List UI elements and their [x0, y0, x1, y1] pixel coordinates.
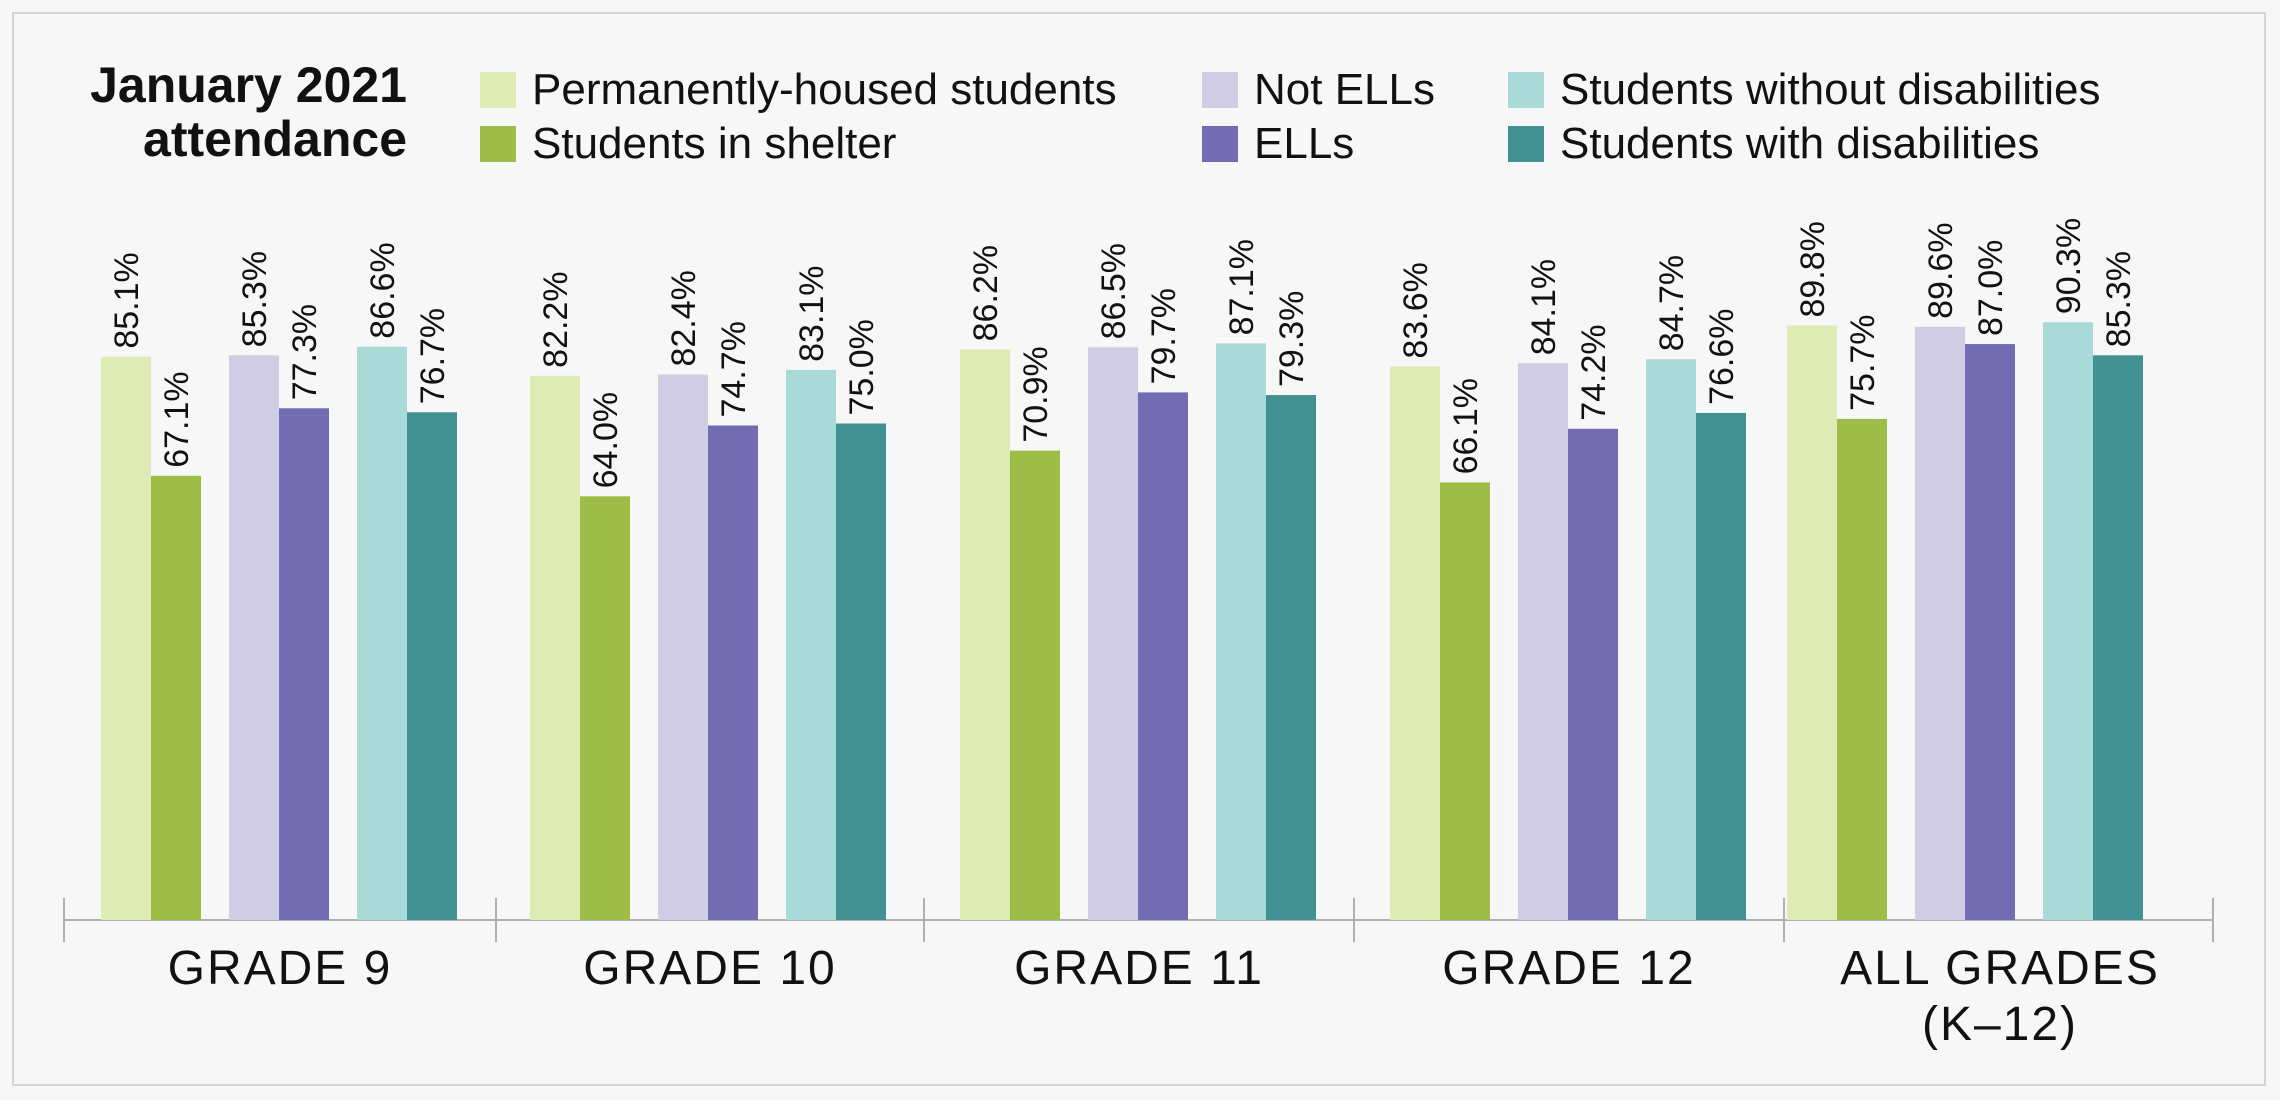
bar-students-in-shelter-grade-11 [1010, 450, 1060, 920]
bar-value-label: 79.3% [1273, 291, 1311, 387]
legend-swatch-students-with-disabilities [1508, 126, 1544, 162]
bar-value-label: 76.7% [414, 308, 452, 404]
bar-students-with-disabilities-all-grades-k-12 [2093, 355, 2143, 921]
category-label-all-grades-k-12: (K–12) [1922, 998, 2078, 1051]
legend-swatch-permanently-housed [480, 72, 516, 108]
bar-permanently-housed-students-grade-9 [101, 356, 151, 920]
bar-students-without-disabilities-grade-10 [786, 369, 836, 920]
bar-value-label: 82.2% [537, 271, 575, 367]
legend-swatch-students-without-disabilities [1508, 72, 1544, 108]
bar-value-label: 75.0% [843, 319, 881, 415]
bar-students-with-disabilities-grade-9 [407, 412, 457, 920]
bar-value-label: 83.1% [793, 265, 831, 361]
bar-value-label: 67.1% [158, 371, 196, 467]
bar-value-label: 85.1% [108, 252, 146, 348]
bar-value-label: 85.3% [2100, 251, 2138, 347]
bar-value-label: 85.3% [236, 251, 274, 347]
bar-value-label: 74.2% [1575, 324, 1613, 420]
bar-value-label: 86.2% [967, 245, 1005, 341]
bar-value-label: 70.9% [1017, 346, 1055, 442]
legend-item-permanently-housed: Permanently-housed students [480, 65, 1117, 114]
legend-swatch-not-ells [1202, 72, 1238, 108]
category-label-grade-9: GRADE 9 [168, 942, 393, 995]
bar-permanently-housed-students-grade-12 [1390, 366, 1440, 920]
bar-permanently-housed-students-grade-10 [530, 375, 580, 920]
bar-ells-grade-9 [279, 408, 329, 920]
legend-item-ells: ELLs [1202, 119, 1355, 168]
legend-label-students-with-disabilities: Students with disabilities [1560, 119, 2040, 168]
legend-label-not-ells: Not ELLs [1254, 65, 1435, 114]
bar-value-label: 79.7% [1145, 288, 1183, 384]
bar-ells-all-grades-k-12 [1965, 344, 2015, 920]
chart-title-line-2: attendance [143, 111, 407, 167]
category-label-all-grades-k-12: ALL GRADES [1840, 942, 2160, 995]
legend-label-students-without-disabilities: Students without disabilities [1560, 65, 2101, 114]
category-label-grade-11: GRADE 11 [1014, 942, 1264, 995]
chart-title-line-1: January 2021 [90, 57, 407, 113]
legend-item-students-without-disabilities: Students without disabilities [1508, 65, 2101, 114]
bar-not-ells-all-grades-k-12 [1915, 326, 1965, 920]
legend-swatch-students-in-shelter [480, 126, 516, 162]
bar-value-label: 75.7% [1844, 314, 1882, 410]
bar-value-label: 82.4% [665, 270, 703, 366]
bar-students-with-disabilities-grade-12 [1696, 412, 1746, 920]
legend-label-students-in-shelter: Students in shelter [532, 119, 897, 168]
category-label-grade-12: GRADE 12 [1442, 942, 1695, 995]
bar-students-without-disabilities-grade-9 [357, 346, 407, 920]
bar-permanently-housed-students-all-grades-k-12 [1787, 325, 1837, 920]
legend-label-ells: ELLs [1254, 119, 1355, 168]
bar-students-without-disabilities-grade-12 [1646, 359, 1696, 920]
bar-students-without-disabilities-grade-11 [1216, 343, 1266, 920]
legend-item-students-with-disabilities: Students with disabilities [1508, 119, 2040, 168]
category-label-grade-10: GRADE 10 [583, 942, 836, 995]
bar-value-label: 83.6% [1397, 262, 1435, 358]
bar-value-label: 84.1% [1525, 259, 1563, 355]
bar-value-label: 66.1% [1447, 378, 1485, 474]
bar-ells-grade-10 [708, 425, 758, 920]
bar-value-label: 74.7% [715, 321, 753, 417]
bar-not-ells-grade-9 [229, 355, 279, 921]
bar-ells-grade-11 [1138, 392, 1188, 920]
bar-students-in-shelter-grade-9 [151, 475, 201, 920]
bar-not-ells-grade-12 [1518, 363, 1568, 920]
bar-students-with-disabilities-grade-10 [836, 423, 886, 920]
bar-ells-grade-12 [1568, 428, 1618, 920]
bar-value-label: 89.8% [1794, 221, 1832, 317]
bar-value-label: 87.1% [1223, 239, 1261, 335]
bar-value-label: 90.3% [2050, 218, 2088, 314]
bar-students-with-disabilities-grade-11 [1266, 395, 1316, 920]
chart-title: January 2021 attendance [90, 58, 407, 166]
legend-label-permanently-housed: Permanently-housed students [532, 65, 1117, 114]
bar-value-label: 86.6% [364, 242, 402, 338]
bar-students-in-shelter-grade-10 [580, 496, 630, 920]
bar-value-label: 64.0% [587, 392, 625, 488]
bar-value-label: 84.7% [1653, 255, 1691, 351]
bar-not-ells-grade-11 [1088, 347, 1138, 920]
bar-value-label: 76.6% [1703, 309, 1741, 405]
legend-item-not-ells: Not ELLs [1202, 65, 1435, 114]
legend-swatch-ells [1202, 126, 1238, 162]
bar-students-in-shelter-all-grades-k-12 [1837, 418, 1887, 920]
bar-students-in-shelter-grade-12 [1440, 482, 1490, 920]
bar-value-label: 87.0% [1972, 240, 2010, 336]
bar-students-without-disabilities-all-grades-k-12 [2043, 322, 2093, 920]
bar-value-label: 89.6% [1922, 222, 1960, 318]
bar-value-label: 86.5% [1095, 243, 1133, 339]
bar-value-label: 77.3% [286, 304, 324, 400]
legend-item-students-in-shelter: Students in shelter [480, 119, 897, 168]
bar-not-ells-grade-10 [658, 374, 708, 921]
bar-permanently-housed-students-grade-11 [960, 349, 1010, 921]
